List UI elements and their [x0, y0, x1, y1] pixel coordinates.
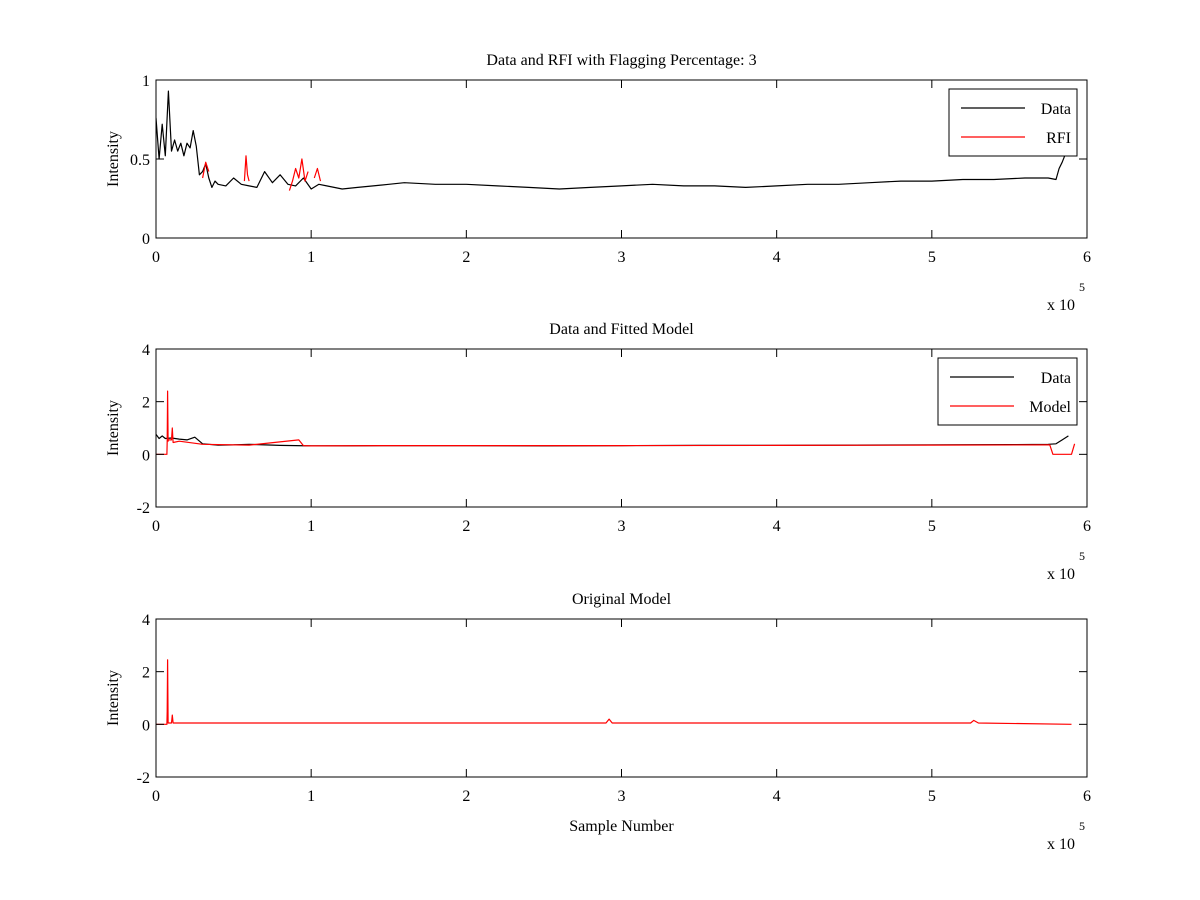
x-tick-label: 1 [307, 788, 315, 805]
series-line-rfi-segment-4 [313, 167, 322, 182]
x-tick-label: 4 [773, 788, 781, 805]
series-group [156, 659, 1072, 725]
x-tick-label: 2 [462, 249, 470, 266]
y-tick-label: 0 [142, 447, 150, 464]
legend-label: Model [1029, 399, 1071, 416]
x-tick-label: 5 [928, 788, 936, 805]
x-tick-label: 6 [1083, 788, 1091, 805]
y-tick-label: 1 [142, 73, 150, 90]
series-line-rfi-segment-2 [243, 155, 250, 182]
x-tick-label: 0 [152, 249, 160, 266]
x-tick-label: 0 [152, 788, 160, 805]
x-multiplier-label: x 10 [1047, 566, 1075, 583]
series-line-data [156, 90, 1066, 190]
series-line-model [156, 390, 1076, 455]
series-group [156, 90, 1066, 191]
y-tick-label: 0.5 [130, 152, 150, 169]
legend-box [937, 357, 1078, 426]
y-axis-label: Intensity [105, 131, 122, 187]
y-tick-label: -2 [137, 770, 150, 787]
x-tick-label: 5 [928, 518, 936, 535]
y-axis-label: Intensity [105, 670, 122, 726]
x-tick-label: 4 [773, 518, 781, 535]
chart-title: Data and Fitted Model [549, 321, 694, 338]
chart-panels: Data and RFI with Flagging Percentage: 3… [105, 52, 1091, 853]
x-tick-label: 2 [462, 788, 470, 805]
x-tick-label: 3 [618, 249, 626, 266]
y-tick-label: -2 [137, 500, 150, 517]
x-tick-label: 2 [462, 518, 470, 535]
x-tick-label: 1 [307, 518, 315, 535]
chart-title: Data and RFI with Flagging Percentage: 3 [486, 52, 756, 69]
legend-label: Data [1041, 370, 1071, 387]
y-tick-label: 0 [142, 231, 150, 248]
legend: Data RFI [948, 88, 1078, 157]
x-multiplier-power: 5 [1079, 549, 1085, 563]
y-tick-label: 2 [142, 395, 150, 412]
y-tick-label: 0 [142, 717, 150, 734]
x-tick-label: 1 [307, 249, 315, 266]
x-tick-label: 5 [928, 249, 936, 266]
x-multiplier-label: x 10 [1047, 297, 1075, 314]
x-tick-label: 4 [773, 249, 781, 266]
x-multiplier-power: 5 [1079, 280, 1085, 294]
x-tick-label: 6 [1083, 249, 1091, 266]
x-axis-label: Sample Number [569, 818, 674, 835]
legend-box [948, 88, 1078, 157]
x-multiplier-power: 5 [1079, 819, 1085, 833]
y-tick-label: 2 [142, 665, 150, 682]
series-line-rfi-segment-1 [202, 161, 210, 179]
x-multiplier-label: x 10 [1047, 836, 1075, 853]
chart-panel-1: Data and RFI with Flagging Percentage: 3… [105, 52, 1091, 314]
legend: Data Model [937, 357, 1078, 426]
y-tick-label: 4 [142, 612, 150, 629]
y-axis-label: Intensity [105, 400, 122, 456]
series-line-rfi-segment-3 [288, 158, 309, 191]
legend-label: RFI [1046, 130, 1071, 147]
x-tick-label: 6 [1083, 518, 1091, 535]
x-tick-label: 3 [618, 518, 626, 535]
series-line-1 [156, 659, 1072, 725]
series-group [156, 390, 1076, 455]
x-tick-label: 3 [618, 788, 626, 805]
y-tick-label: 4 [142, 342, 150, 359]
chart-title: Original Model [572, 591, 672, 608]
legend-label: Data [1041, 101, 1071, 118]
x-tick-label: 0 [152, 518, 160, 535]
